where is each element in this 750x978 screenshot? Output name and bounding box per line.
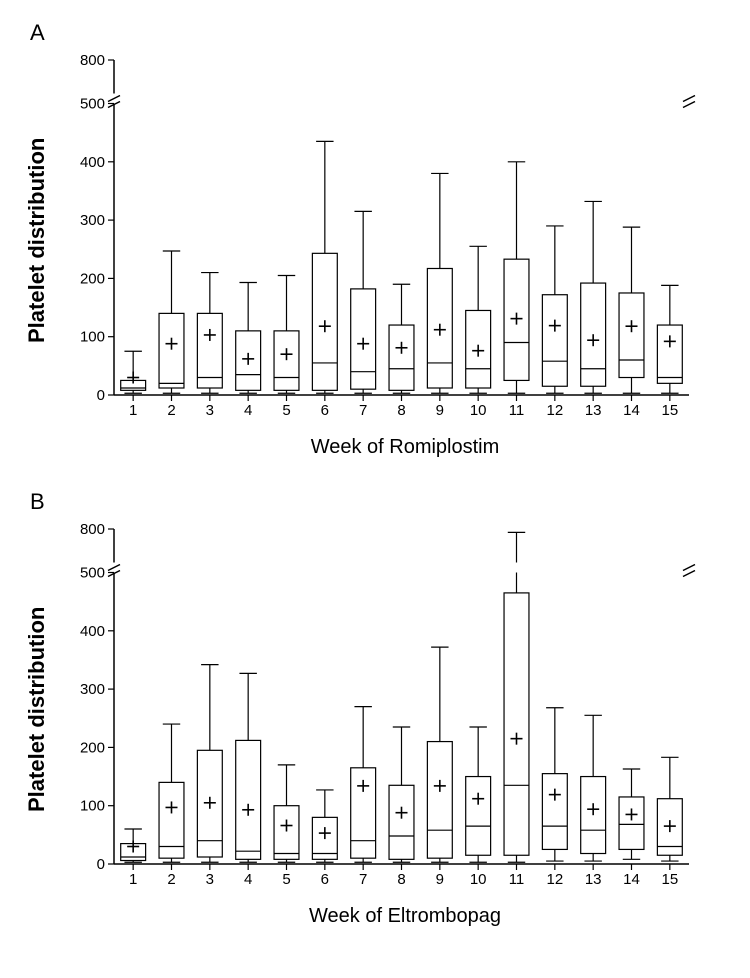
svg-text:3: 3	[206, 402, 214, 419]
panel-label-A: A	[30, 20, 730, 46]
svg-text:100: 100	[80, 329, 105, 346]
svg-text:13: 13	[585, 402, 602, 419]
panel-B: B Platelet distribution 0 100 200 300 400 500…	[20, 489, 730, 928]
svg-text:2: 2	[167, 871, 175, 888]
xlabel-B: Week of Eltrombopag	[80, 905, 730, 928]
svg-text:1: 1	[129, 402, 137, 419]
svg-text:1: 1	[129, 871, 137, 888]
svg-text:400: 400	[80, 154, 105, 171]
svg-text:2: 2	[167, 402, 175, 419]
svg-text:200: 200	[80, 739, 105, 756]
svg-text:8: 8	[397, 871, 405, 888]
svg-text:100: 100	[80, 798, 105, 815]
svg-text:8: 8	[397, 402, 405, 419]
svg-text:500: 500	[80, 96, 105, 113]
svg-text:14: 14	[623, 402, 640, 419]
svg-text:5: 5	[282, 871, 290, 888]
svg-text:15: 15	[661, 871, 678, 888]
ylabel-B: Platelet distribution	[20, 519, 54, 899]
plot-wrap-B: Platelet distribution 0 100 200 300 400 500 80…	[20, 519, 730, 899]
svg-text:3: 3	[206, 871, 214, 888]
svg-text:10: 10	[470, 402, 487, 419]
svg-text:0: 0	[97, 387, 105, 404]
chart-B: 0100200300400500800123456789101112131415	[54, 519, 704, 899]
svg-text:12: 12	[546, 871, 563, 888]
plot-wrap-A: Platelet distribution 0 100 200 300 400 500 80…	[20, 50, 730, 430]
svg-text:4: 4	[244, 402, 252, 419]
svg-text:500: 500	[80, 565, 105, 582]
svg-text:6: 6	[321, 402, 329, 419]
svg-text:0: 0	[97, 856, 105, 873]
svg-text:11: 11	[509, 402, 525, 419]
svg-text:400: 400	[80, 623, 105, 640]
svg-text:14: 14	[623, 871, 640, 888]
svg-text:7: 7	[359, 871, 367, 888]
svg-text:200: 200	[80, 270, 105, 287]
svg-text:15: 15	[661, 402, 678, 419]
svg-text:7: 7	[359, 402, 367, 419]
panel-label-B: B	[30, 489, 730, 515]
svg-text:12: 12	[546, 402, 563, 419]
svg-text:11: 11	[509, 871, 525, 888]
ylabel-A: Platelet distribution	[20, 50, 54, 430]
svg-text:300: 300	[80, 212, 105, 229]
figure: A Platelet distribution 0100200300400500…	[20, 20, 730, 928]
chart-A: 0100200300400500800123456789101112131415	[54, 50, 704, 430]
svg-text:300: 300	[80, 681, 105, 698]
svg-text:13: 13	[585, 871, 602, 888]
panel-A: A Platelet distribution 0 100 200 300 400 500…	[20, 20, 730, 459]
xlabel-A: Week of Romiplostim	[80, 436, 730, 459]
svg-text:4: 4	[244, 871, 252, 888]
svg-text:800: 800	[80, 521, 105, 538]
svg-text:6: 6	[321, 871, 329, 888]
svg-text:5: 5	[282, 402, 290, 419]
svg-text:9: 9	[436, 402, 444, 419]
svg-text:9: 9	[436, 871, 444, 888]
svg-text:800: 800	[80, 52, 105, 69]
svg-text:10: 10	[470, 871, 487, 888]
